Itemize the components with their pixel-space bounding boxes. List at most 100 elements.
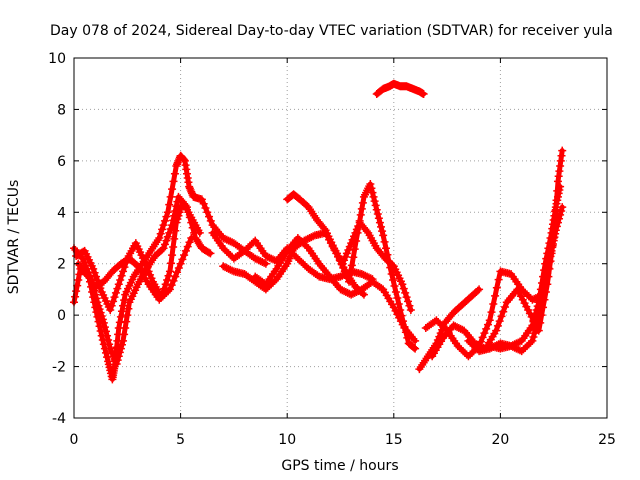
data-point [224,249,233,258]
data-point [270,256,279,265]
data-point [160,290,169,299]
data-point [396,306,405,314]
y-tick-label: -4 [52,411,66,427]
data-point [224,264,233,273]
data-point [517,347,526,356]
data-point [381,244,390,253]
data-point [354,287,363,296]
data-point [347,290,356,299]
data-point [205,212,214,221]
data-point [143,264,152,272]
x-tick-label: 0 [70,432,79,448]
data-point [140,257,149,266]
data-point [117,271,126,280]
data-point [434,318,443,326]
data-point [401,328,410,337]
data-point [537,297,546,305]
data-point [394,300,403,308]
data-point [352,288,361,296]
data-point [391,288,400,296]
data-point [453,323,462,332]
data-point [379,231,388,240]
data-point [467,340,476,349]
data-point [347,261,356,270]
data-point [495,317,504,326]
data-point [79,258,88,266]
data-point [309,232,318,241]
x-tick-label: 5 [176,432,185,448]
data-point [293,234,302,242]
data-point [533,317,542,326]
data-point [114,280,123,289]
data-point [244,243,253,252]
x-tick-label: 20 [491,432,509,448]
data-point [556,210,565,219]
data-point [521,343,530,352]
data-point [72,287,81,296]
data-point [352,237,361,245]
data-point [89,264,98,273]
data-point [297,237,306,246]
data-point [522,302,531,311]
data-point [155,295,164,304]
data-point [117,307,126,316]
data-point [299,239,308,248]
data-point [160,216,169,225]
data-point [349,253,358,262]
data-point [480,329,489,338]
data-point [117,340,126,349]
data-point [519,345,528,354]
data-point [510,343,519,352]
data-point [224,236,233,245]
data-point [364,273,373,282]
data-point [531,325,540,334]
data-point [457,345,466,354]
data-point [514,338,523,347]
data-point [453,342,462,350]
data-point [473,345,482,354]
data-point [397,311,406,320]
series-trace-10 [372,79,428,98]
data-point [114,352,123,361]
data-point [523,342,532,350]
data-point [540,285,549,294]
data-point [373,210,382,218]
data-point [544,263,553,272]
data-point [343,274,352,283]
data-point [144,267,153,276]
data-point [254,256,263,265]
data-point [403,333,412,342]
data-point [371,201,380,210]
data-point [98,315,107,324]
data-point [386,263,395,272]
data-point [122,317,131,326]
data-point [524,292,533,301]
data-point [107,301,116,310]
data-point [100,323,109,332]
data-point [119,267,128,276]
data-point [302,242,311,251]
data-point [167,281,176,290]
data-point [164,287,173,296]
data-point [221,246,230,254]
data-point [389,276,398,284]
data-point [183,242,192,251]
data-point [120,296,129,305]
y-tick-label: 4 [57,205,66,221]
data-point [92,272,101,281]
data-point [359,270,368,279]
data-point [173,215,182,224]
data-point [300,240,309,249]
data-point [387,270,396,278]
data-point [222,264,231,272]
data-point [165,200,174,209]
data-point [124,304,133,313]
data-point [545,258,554,266]
data-point [176,259,185,268]
data-point [163,232,172,241]
data-point [219,234,228,242]
data-point [532,321,541,330]
data-point [369,192,378,201]
data-point [534,313,543,322]
data-point [508,342,517,351]
